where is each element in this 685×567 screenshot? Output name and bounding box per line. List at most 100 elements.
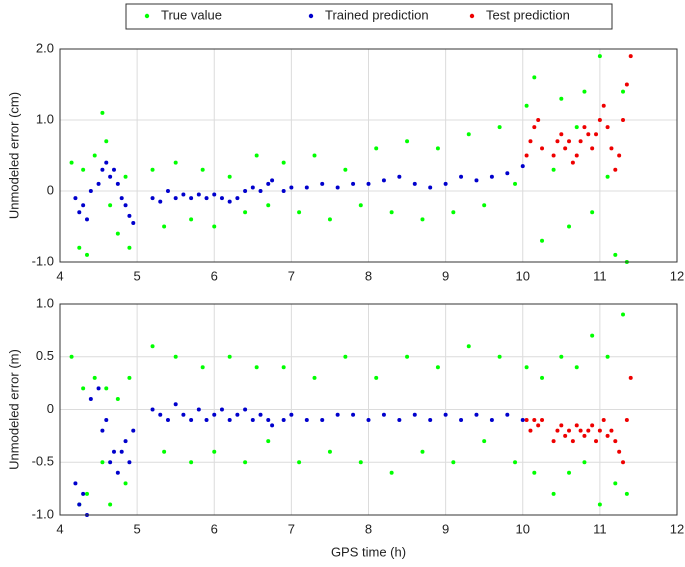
data-point — [200, 365, 205, 370]
data-point — [266, 203, 271, 208]
data-point — [389, 210, 394, 215]
data-point — [590, 146, 595, 151]
data-point — [597, 54, 602, 59]
data-point — [227, 199, 232, 204]
data-point — [127, 375, 132, 380]
data-point — [555, 428, 560, 433]
data-point — [505, 171, 510, 176]
data-point — [358, 203, 363, 208]
data-point — [270, 423, 275, 428]
data-point — [540, 418, 545, 423]
data-point — [150, 344, 155, 349]
data-point — [270, 178, 275, 183]
data-point — [624, 491, 629, 496]
data-point — [115, 181, 120, 186]
y-axis-label: Unmodeled error (m) — [6, 349, 21, 470]
data-point — [212, 192, 217, 197]
data-point — [497, 354, 502, 359]
data-point — [235, 196, 240, 201]
data-point — [173, 354, 178, 359]
data-point — [559, 132, 564, 137]
data-point — [574, 125, 579, 130]
data-point — [443, 412, 448, 417]
data-point — [258, 412, 263, 417]
data-point — [84, 491, 89, 496]
data-point — [165, 189, 170, 193]
data-point — [88, 189, 93, 193]
data-point — [555, 139, 560, 144]
data-point — [115, 231, 120, 236]
data-point — [200, 167, 205, 172]
data-point — [567, 470, 572, 475]
data-point — [381, 412, 386, 417]
data-point — [524, 153, 529, 158]
data-point — [104, 386, 109, 391]
data-point — [397, 418, 402, 423]
data-point — [111, 449, 116, 454]
data-point — [609, 428, 614, 433]
data-point — [115, 470, 120, 475]
data-point — [100, 460, 105, 465]
data-point — [532, 470, 537, 475]
y-tick-label: 1.0 — [36, 295, 54, 310]
data-point — [563, 146, 568, 151]
plot-frame — [59, 303, 678, 516]
x-tick-label: 6 — [211, 268, 218, 283]
data-point — [104, 160, 109, 165]
data-point — [532, 75, 537, 80]
data-point — [281, 189, 286, 193]
data-point — [123, 203, 128, 208]
data-point — [489, 174, 494, 179]
y-tick-label: 1.0 — [36, 111, 54, 126]
data-point — [389, 470, 394, 475]
data-point — [227, 174, 232, 179]
data-point — [243, 407, 248, 412]
data-point — [165, 418, 170, 423]
legend-marker — [144, 13, 150, 19]
data-point — [73, 196, 78, 201]
data-point — [466, 132, 471, 137]
data-point — [127, 213, 132, 218]
data-point — [513, 181, 518, 186]
data-point — [119, 449, 124, 454]
data-point — [578, 139, 583, 144]
data-point — [435, 146, 440, 151]
data-point — [254, 365, 259, 370]
data-point — [590, 423, 595, 428]
x-axis-label: GPS time (h) — [331, 544, 406, 559]
data-point — [624, 82, 629, 87]
data-point — [459, 418, 464, 423]
data-point — [559, 423, 564, 428]
data-point — [281, 365, 286, 370]
data-point — [374, 146, 379, 151]
data-point — [123, 481, 128, 486]
data-point — [81, 167, 86, 172]
data-point — [567, 224, 572, 229]
data-point — [173, 196, 178, 201]
data-point — [258, 189, 263, 193]
data-point — [513, 460, 518, 465]
data-point — [84, 252, 89, 257]
data-point — [189, 196, 194, 201]
data-point — [88, 396, 93, 401]
data-point — [405, 354, 410, 359]
data-point — [81, 386, 86, 391]
data-point — [586, 428, 591, 433]
data-point — [605, 354, 610, 359]
data-point — [108, 502, 113, 507]
data-point — [536, 118, 541, 122]
data-point — [119, 196, 124, 201]
data-point — [69, 354, 74, 359]
x-tick-label: 11 — [593, 268, 607, 283]
data-point — [532, 125, 537, 130]
y-tick-label: -1.0 — [32, 253, 54, 268]
data-point — [100, 110, 105, 115]
data-point — [219, 407, 224, 412]
data-point — [570, 439, 575, 444]
data-point — [254, 153, 259, 158]
data-point — [84, 217, 89, 222]
data-point — [235, 412, 240, 417]
data-point — [466, 344, 471, 349]
y-tick-label: 0.5 — [36, 348, 54, 363]
data-point — [212, 224, 217, 229]
